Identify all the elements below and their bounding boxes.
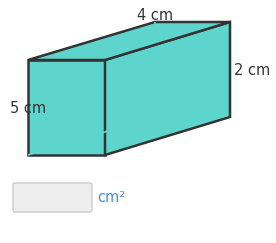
Text: 4 cm: 4 cm xyxy=(137,8,173,23)
Polygon shape xyxy=(28,60,105,155)
Text: 5 cm: 5 cm xyxy=(10,101,46,115)
Text: 2 cm: 2 cm xyxy=(234,62,270,78)
Polygon shape xyxy=(28,22,230,60)
Text: cm²: cm² xyxy=(97,190,125,205)
Polygon shape xyxy=(105,22,230,155)
FancyBboxPatch shape xyxy=(13,183,92,212)
